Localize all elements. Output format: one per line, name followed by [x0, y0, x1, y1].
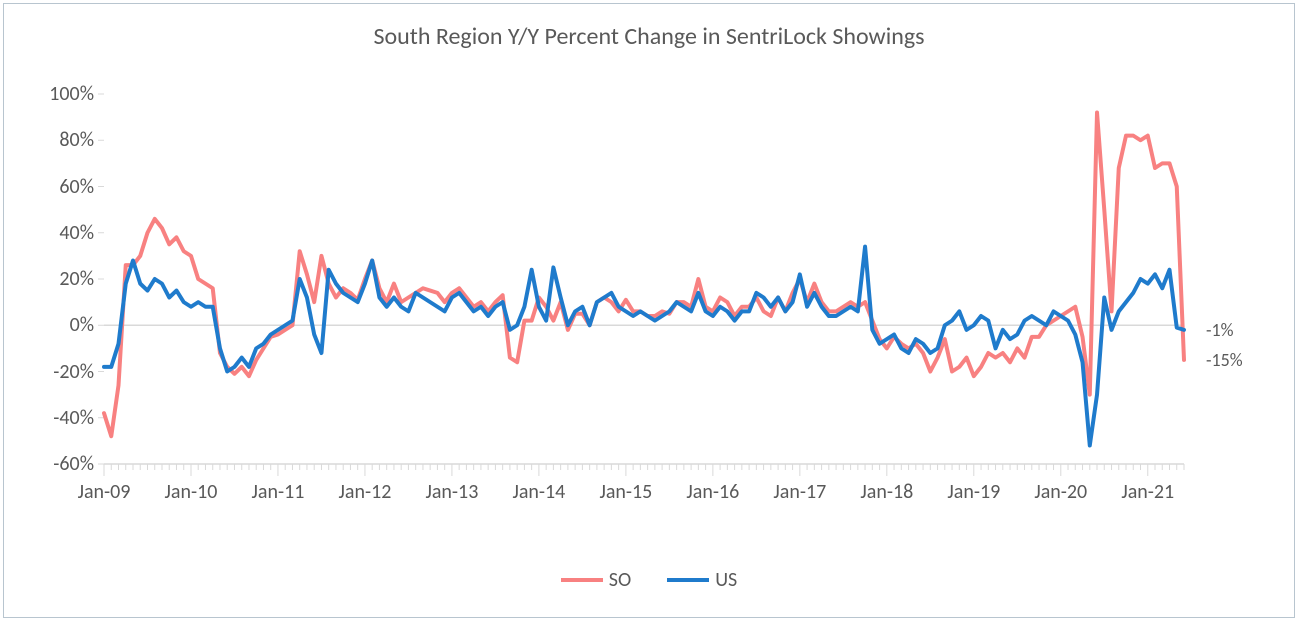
y-tick-label: 60% — [26, 175, 94, 199]
y-tick-label: 0% — [26, 313, 94, 337]
series-end-label-so: -15% — [1206, 349, 1243, 371]
x-tick-label: Jan-14 — [512, 480, 565, 504]
x-tick-label: Jan-16 — [686, 480, 739, 504]
legend-swatch — [667, 578, 709, 582]
plot-area — [104, 94, 1184, 464]
x-tick-label: Jan-09 — [78, 480, 131, 504]
plot-svg — [104, 94, 1184, 464]
y-tick-label: -20% — [26, 360, 94, 384]
legend-item-so: SO — [561, 568, 631, 592]
x-tick-label: Jan-21 — [1121, 480, 1174, 504]
y-tick-label: 80% — [26, 128, 94, 152]
chart-title: South Region Y/Y Percent Change in Sentr… — [4, 22, 1294, 51]
legend-label: US — [715, 568, 737, 592]
y-tick-label: 20% — [26, 267, 94, 291]
x-tick-label: Jan-10 — [165, 480, 218, 504]
legend: SO US — [4, 564, 1294, 592]
series-end-label-us: -1% — [1206, 319, 1234, 341]
x-tick-label: Jan-11 — [252, 480, 305, 504]
series-line-so — [104, 113, 1184, 437]
x-tick-label: Jan-12 — [339, 480, 392, 504]
y-tick-label: 100% — [26, 82, 94, 106]
y-tick-label: 40% — [26, 221, 94, 245]
x-tick-label: Jan-13 — [425, 480, 478, 504]
x-tick-label: Jan-19 — [947, 480, 1000, 504]
y-tick-label: -40% — [26, 406, 94, 430]
x-tick-label: Jan-20 — [1034, 480, 1087, 504]
x-tick-label: Jan-15 — [599, 480, 652, 504]
x-tick-label: Jan-18 — [860, 480, 913, 504]
y-tick-label: -60% — [26, 452, 94, 476]
chart-frame: South Region Y/Y Percent Change in Sentr… — [3, 3, 1295, 618]
x-tick-label: Jan-17 — [773, 480, 826, 504]
legend-item-us: US — [667, 568, 737, 592]
legend-label: SO — [609, 568, 631, 592]
legend-swatch — [561, 578, 603, 582]
